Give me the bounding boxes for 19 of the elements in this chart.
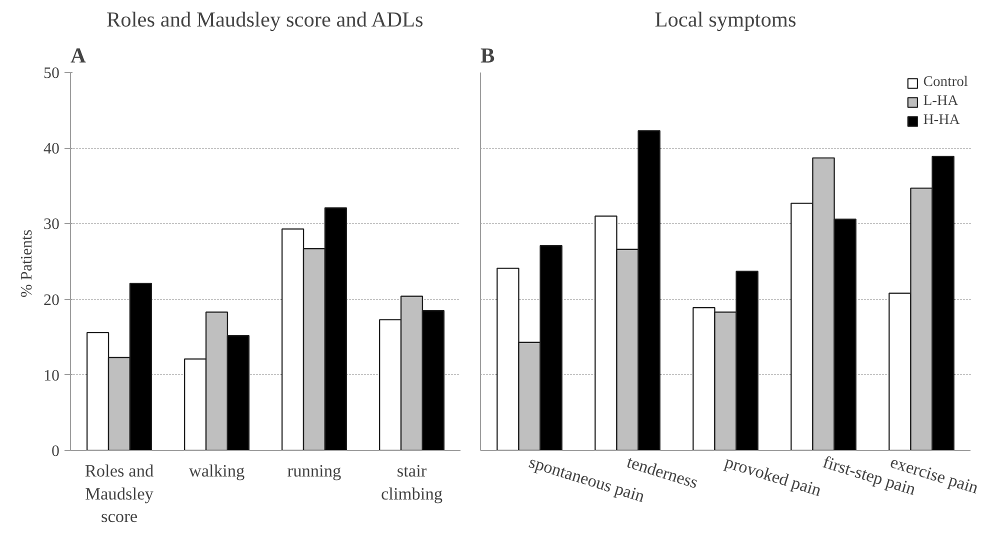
chart-title: Local symptoms	[654, 8, 796, 32]
legend-label: Control	[923, 74, 968, 91]
chart-title: Roles and Maudsley score and ADLs	[106, 8, 424, 32]
legend-label: H-HA	[923, 112, 960, 129]
y-tick-label: 30	[44, 216, 60, 234]
x-tick-label: walking	[188, 462, 245, 480]
y-tick-label: 10	[44, 367, 60, 384]
text: A	[70, 44, 86, 68]
x-tick-label: stair climbing	[380, 462, 443, 504]
y-tick-label: 0	[52, 443, 60, 460]
x-tick-label: running	[287, 462, 342, 480]
legend-label: L-HA	[923, 93, 958, 110]
text: B	[480, 44, 495, 68]
y-tick-label: 20	[44, 292, 60, 309]
y-axis-title: % Patients	[18, 229, 36, 298]
x-tick-label: Roles and Maudsley score	[84, 462, 154, 526]
y-tick-label: 40	[44, 140, 60, 158]
x-tick-label: provoked pain	[722, 452, 824, 500]
y-tick-label: 50	[44, 65, 60, 82]
